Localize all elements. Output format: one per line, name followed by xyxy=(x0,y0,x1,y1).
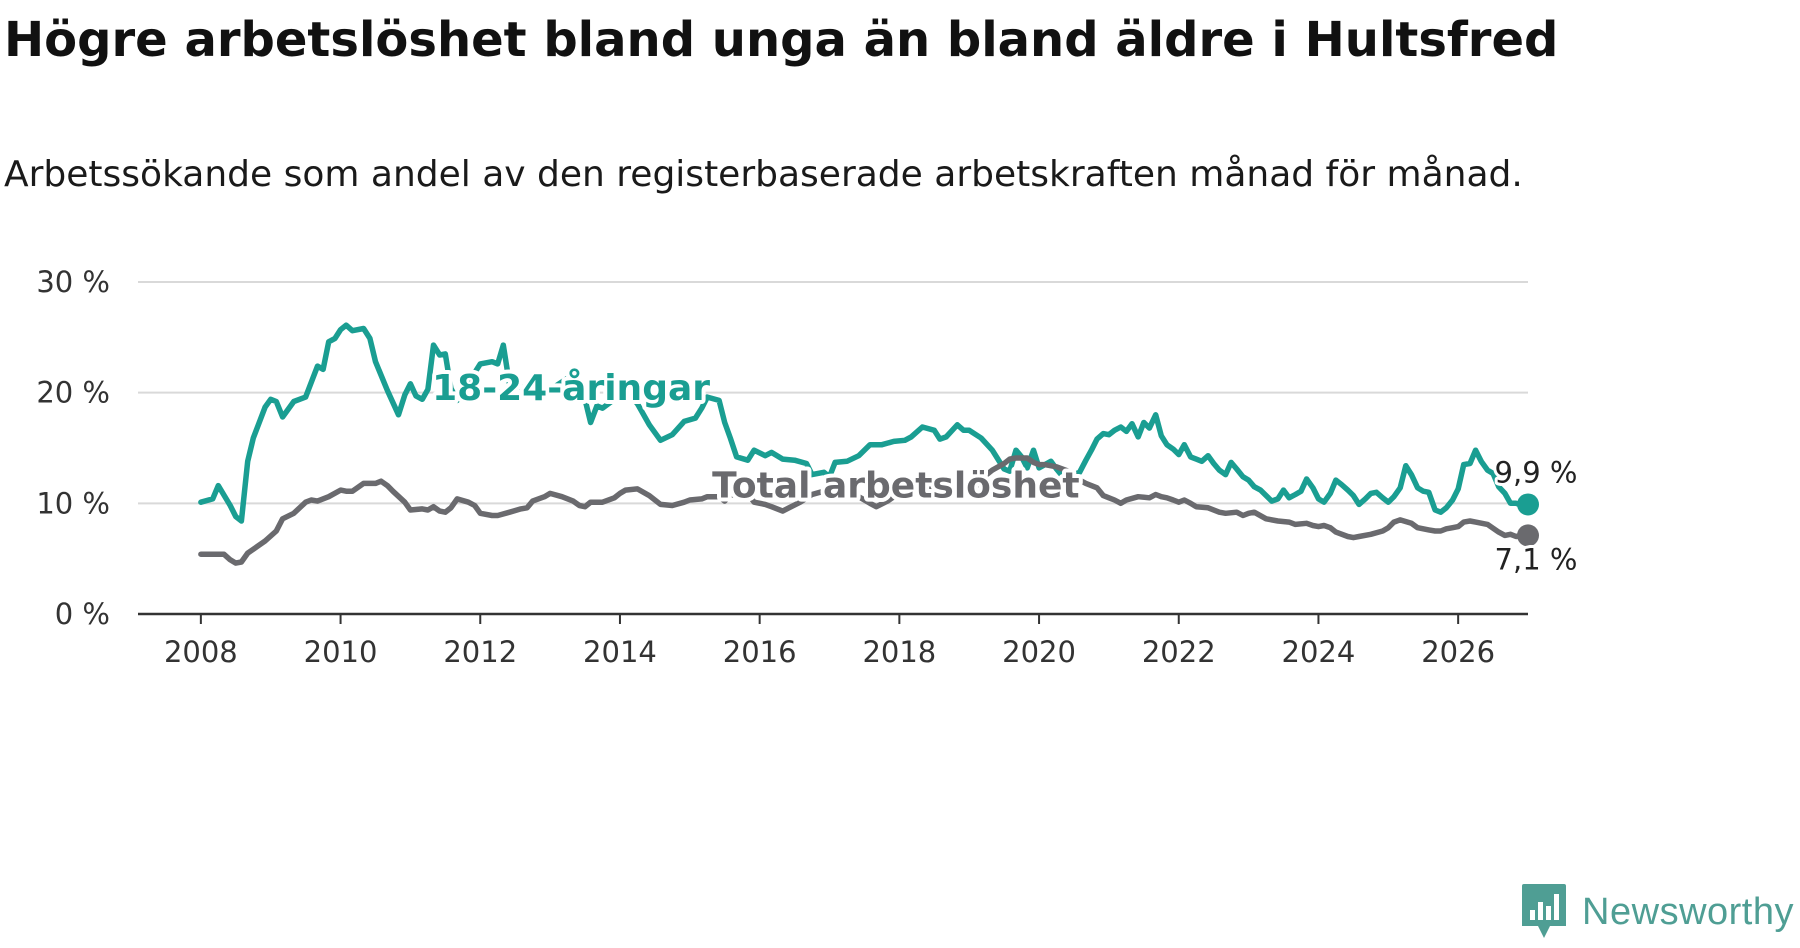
series-line-total xyxy=(198,455,1531,566)
x-tick-label: 2020 xyxy=(1002,635,1076,669)
line-chart: 0 % 10 % 20 % 30 % 2008 2010 2012 2014 2016 2018 2… xyxy=(36,265,1578,669)
chart-title: Högre arbetslöshet bland unga än bland ä… xyxy=(4,12,1559,68)
end-label-total: 7,1 % xyxy=(1495,542,1578,576)
series-label-total: Total arbetslöshet xyxy=(712,466,1080,507)
y-tick-label: 20 % xyxy=(36,376,110,410)
brand-name: Newsworthy xyxy=(1582,890,1794,933)
x-tick-label: 2012 xyxy=(443,635,517,669)
x-tick-label: 2010 xyxy=(304,635,378,669)
brand-logo: Newsworthy xyxy=(1520,882,1794,942)
x-tick-label: 2014 xyxy=(583,635,657,669)
x-tick-label: 2024 xyxy=(1282,635,1356,669)
x-tick-label: 2008 xyxy=(164,635,238,669)
series-label-youth: 18-24-åringar xyxy=(432,368,710,409)
x-tick-label: 2026 xyxy=(1421,635,1495,669)
end-label-youth: 9,9 % xyxy=(1495,455,1578,489)
end-marker-total xyxy=(1517,524,1539,547)
end-marker-youth xyxy=(1517,493,1539,516)
chart-subtitle: Arbetssökande som andel av den registerb… xyxy=(4,154,1523,195)
x-tick-label: 2016 xyxy=(723,635,797,669)
x-tick-label: 2022 xyxy=(1142,635,1216,669)
y-tick-label: 0 % xyxy=(55,597,110,631)
x-tick-label: 2018 xyxy=(862,635,936,669)
series-line-youth xyxy=(198,322,1531,524)
newsworthy-logo-icon xyxy=(1522,884,1567,938)
y-tick-label: 10 % xyxy=(36,486,110,520)
y-tick-label: 30 % xyxy=(36,265,110,299)
